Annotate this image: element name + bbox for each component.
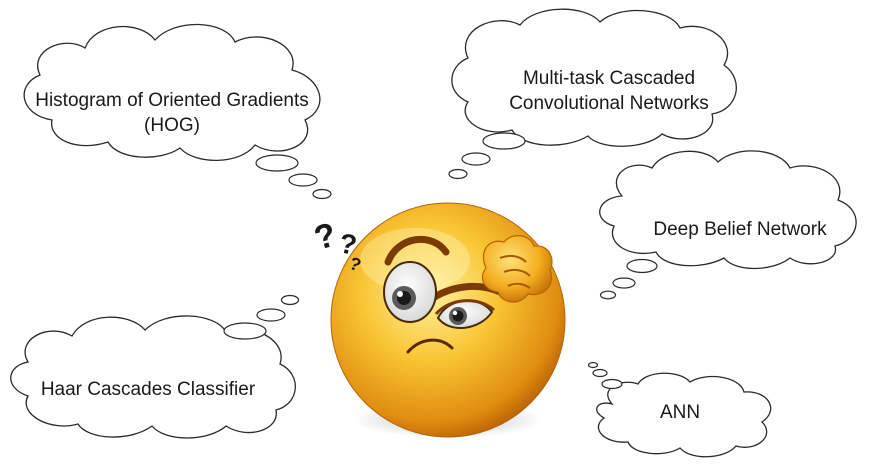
haar-label: Haar Cascades Classifier [41, 379, 256, 400]
question-marks-icon: ? ? ? [310, 216, 364, 276]
thinking-emoji-icon [330, 202, 566, 438]
thought-cloud-hog: Histogram of Oriented Gradients (HOG) [23, 23, 321, 162]
thought-trail-ann [587, 361, 623, 390]
thought-trail-haar [223, 294, 300, 340]
thought-cloud-haar: Haar Cascades Classifier [10, 315, 296, 439]
thought-cloud-ann: ANN [596, 372, 772, 458]
thought-trail-mtcnn [448, 132, 526, 180]
thought-trail-hog [255, 154, 332, 200]
thought-cloud-mtcnn: Multi-task Cascaded Convolutional Networ… [451, 8, 737, 147]
thought-trail-dbn [599, 258, 658, 300]
ann-label: ANN [660, 402, 700, 423]
hog-label-line-1: Histogram of Oriented Gradients [35, 90, 309, 111]
thought-cloud-dbn: Deep Belief Network [599, 150, 857, 270]
mtcnn-label-line-1: Multi-task Cascaded [523, 68, 695, 89]
hog-label-line-2: (HOG) [144, 115, 200, 136]
mtcnn-label-line-2: Convolutional Networks [509, 93, 709, 114]
svg-text:?: ? [310, 216, 340, 258]
dbn-label: Deep Belief Network [653, 219, 827, 240]
svg-text:?: ? [337, 227, 359, 261]
